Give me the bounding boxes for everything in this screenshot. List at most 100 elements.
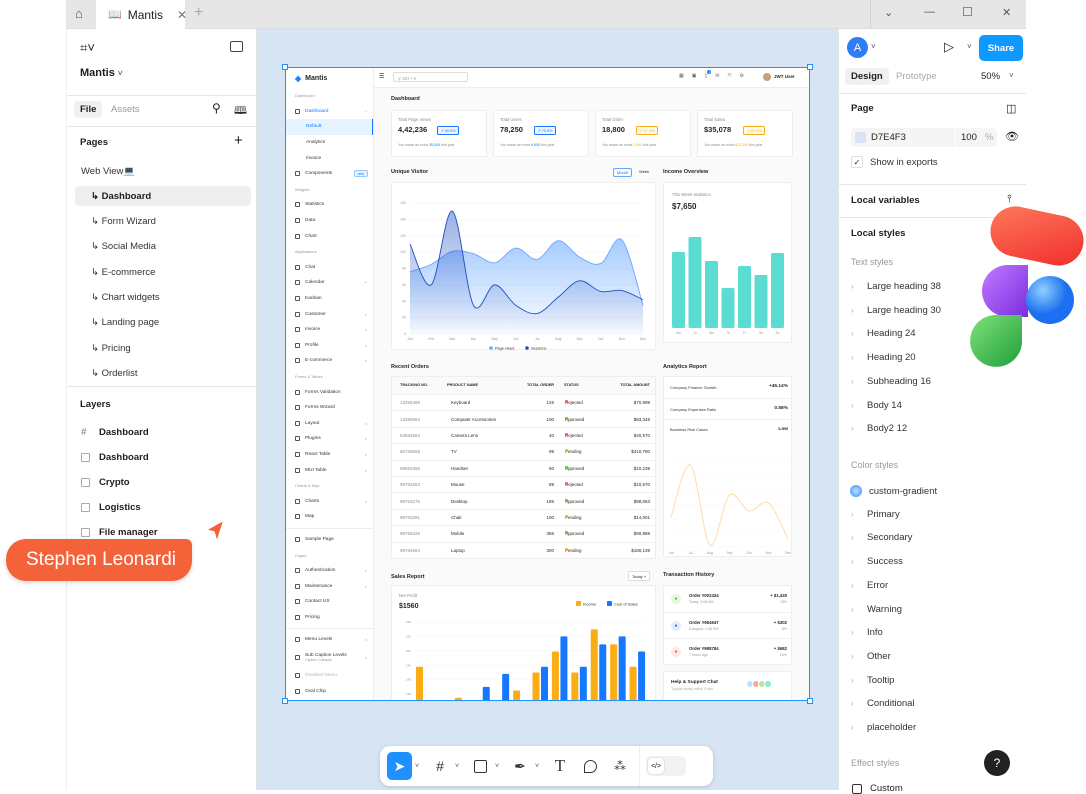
text-style-item[interactable]: › Body 14 [851, 400, 902, 411]
pen-tool-button[interactable]: ✒ [505, 752, 535, 780]
bell-icon[interactable]: ▯ 2 [704, 70, 712, 79]
transaction-item[interactable]: ● Order #984947 5 August, 1:45 PM + $302 8% [664, 613, 793, 640]
text-style-item[interactable]: › Large heading 30 [851, 305, 941, 316]
effect-style-item[interactable]: Custom [870, 783, 903, 794]
layer-item[interactable]: Dashboard [81, 452, 149, 463]
sidebar-item[interactable]: Invoice v [286, 322, 373, 338]
tab-file[interactable]: File [74, 101, 103, 118]
layer-item[interactable]: Crypto [81, 477, 130, 488]
text-style-item[interactable]: › Body2 12 [851, 423, 907, 434]
transaction-item[interactable]: ● Order #988784 7 hours ago + $682 16% [664, 639, 793, 666]
chevron-down-icon[interactable]: ˅ [1009, 71, 1014, 80]
color-style-item[interactable]: › Other [851, 651, 891, 662]
page-item[interactable]: ↳ Dashboard [75, 186, 251, 207]
sidebar-item[interactable]: Statistics [286, 197, 373, 213]
show-in-exports-checkbox[interactable]: ✓ [851, 156, 863, 168]
file-tab[interactable]: 📖 Mantis ✕ [96, 0, 188, 29]
page-item[interactable]: ↳ E-commerce [91, 266, 156, 278]
table-row[interactable]: 98753291 Chair 100 Pending $14,001 [392, 508, 655, 525]
close-window-button[interactable]: ✕ [1002, 7, 1012, 19]
sidebar-item[interactable]: Pricing [286, 610, 373, 626]
local-variables-title[interactable]: Local variables [851, 195, 920, 206]
sidebar-item[interactable]: Forms Validation [286, 384, 373, 400]
table-row[interactable]: 98753263 Mouse 89 Rejected $10,570 [392, 476, 655, 492]
chevron-down-icon[interactable]: ˅ [967, 42, 972, 51]
sidebar-item[interactable]: Plugins v [286, 431, 373, 447]
table-row[interactable]: 98756325 Mobile 355 Approved $90,989 [392, 525, 655, 541]
page-color-value[interactable]: D7E4F3 [871, 132, 906, 143]
sidebar-item[interactable]: Profile v [286, 338, 373, 354]
text-style-item[interactable]: › Large heading 38 [851, 281, 941, 292]
sidebar-item[interactable]: Chat [286, 260, 373, 276]
tab-design[interactable]: Design [845, 68, 889, 85]
actions-button[interactable]: ⁂ [605, 752, 635, 780]
page-item[interactable]: ↳ Form Wizard [91, 216, 156, 228]
home-icon[interactable]: ⌂ [75, 6, 83, 21]
table-row[interactable]: 98764564 Laptop 300 Pending $180,139 [392, 541, 655, 558]
user-name[interactable]: JWT User [774, 74, 795, 79]
settings-icon[interactable]: ⚙ [739, 73, 744, 79]
column-header[interactable]: PRODUCT NAME [447, 383, 479, 387]
chevron-down-icon[interactable]: ˅ [495, 762, 500, 770]
chevron-down-icon[interactable]: ˅ [871, 42, 876, 51]
table-row[interactable]: 98753275 Desktop 185 Approved $98,063 [392, 492, 655, 508]
column-header[interactable]: TOTAL AMOUNT [620, 383, 650, 387]
close-tab-icon[interactable]: ✕ [177, 7, 188, 22]
sidebar-item[interactable]: Default [286, 119, 373, 135]
panel-toggle-icon[interactable] [230, 41, 243, 52]
sidebar-item[interactable]: Customer v [286, 306, 373, 322]
minimize-button[interactable]: — [924, 6, 935, 18]
analytics-row[interactable]: Company Expenses Ratio 0.58% [664, 399, 793, 420]
search-icon[interactable]: ⚲ [212, 101, 221, 115]
column-header[interactable]: TOTAL ORDER [526, 383, 554, 387]
text-tool-button[interactable]: T [545, 752, 575, 780]
chevron-down-icon[interactable]: ˅ [455, 762, 460, 770]
page-color-field[interactable]: D7E4F3 100 % [851, 128, 997, 147]
chevron-down-icon[interactable]: ˅ [415, 762, 420, 770]
tab-assets[interactable]: Assets [111, 104, 140, 115]
sidebar-item[interactable]: Data [286, 213, 373, 229]
support-chat-card[interactable]: Help & Support Chat Typical replay withi… [663, 671, 792, 700]
maximize-button[interactable]: ☐ [962, 5, 973, 19]
sidebar-item[interactable]: Forms Wizard [286, 400, 373, 416]
color-style-item[interactable]: › Error [851, 580, 888, 591]
dev-mode-toggle[interactable]: </> [646, 756, 686, 776]
page-item[interactable]: ↳ Landing page [91, 317, 160, 329]
column-header[interactable]: TRACKING NO. [400, 383, 428, 387]
color-style-item[interactable]: › Primary [851, 509, 900, 520]
text-style-item[interactable]: › Subheading 16 [851, 376, 931, 387]
zoom-level[interactable]: 50% [981, 71, 1001, 82]
variables-icon[interactable]: ⫯ [1007, 193, 1012, 205]
sidebar-item[interactable]: Calendar ↗ [286, 275, 373, 291]
sidebar-item[interactable]: Dashboard ^ [286, 104, 373, 120]
color-style-item[interactable]: › Success [851, 556, 903, 567]
grid-icon[interactable]: ▦ [679, 73, 684, 79]
color-style-item[interactable]: › Info [851, 627, 883, 638]
sidebar-item[interactable]: Invoice [286, 150, 373, 166]
sidebar-item[interactable]: Authentication v [286, 563, 373, 579]
new-tab-button[interactable]: + [194, 4, 204, 21]
analytics-row[interactable]: Company Finance Growth +45.14% [664, 377, 793, 399]
present-play-icon[interactable]: ▷ [944, 39, 954, 54]
sidebar-item[interactable]: Sample Page [286, 532, 373, 548]
shape-tool-button[interactable] [465, 752, 495, 780]
color-style-item[interactable]: › Warning [851, 604, 902, 615]
color-style-item[interactable]: custom-gradient [850, 485, 937, 497]
search-input[interactable]: ⚲ Ctrl + K [393, 72, 468, 82]
fullscreen-icon[interactable]: ⤧ [727, 73, 732, 79]
sidebar-item[interactable]: Contact US [286, 594, 373, 610]
tab-prototype[interactable]: Prototype [896, 71, 937, 82]
sidebar-item[interactable]: MUI Table v [286, 462, 373, 478]
page-item[interactable]: ↳ Social Media [91, 241, 156, 253]
page-item[interactable]: Web View💻 [81, 165, 136, 177]
help-button[interactable]: ? [984, 750, 1010, 776]
language-icon[interactable]: ▣ [691, 73, 697, 79]
page-item[interactable]: ↳ Orderlist [91, 367, 138, 379]
table-row[interactable]: 98652366 Handset 50 Approved $10,239 [392, 459, 655, 476]
transaction-item[interactable]: ● Order #002434 Today, 2:00 AM + $1,430 78% [664, 586, 793, 613]
chevron-down-icon[interactable]: ⌄ [884, 7, 894, 19]
mail-icon[interactable]: ✉ [715, 73, 720, 79]
menu-toggle-icon[interactable]: ☰ [379, 74, 385, 80]
table-row[interactable]: 86739658 TV 99 Pending $410,780 [392, 443, 655, 459]
color-style-item[interactable]: › Conditional [851, 698, 915, 709]
